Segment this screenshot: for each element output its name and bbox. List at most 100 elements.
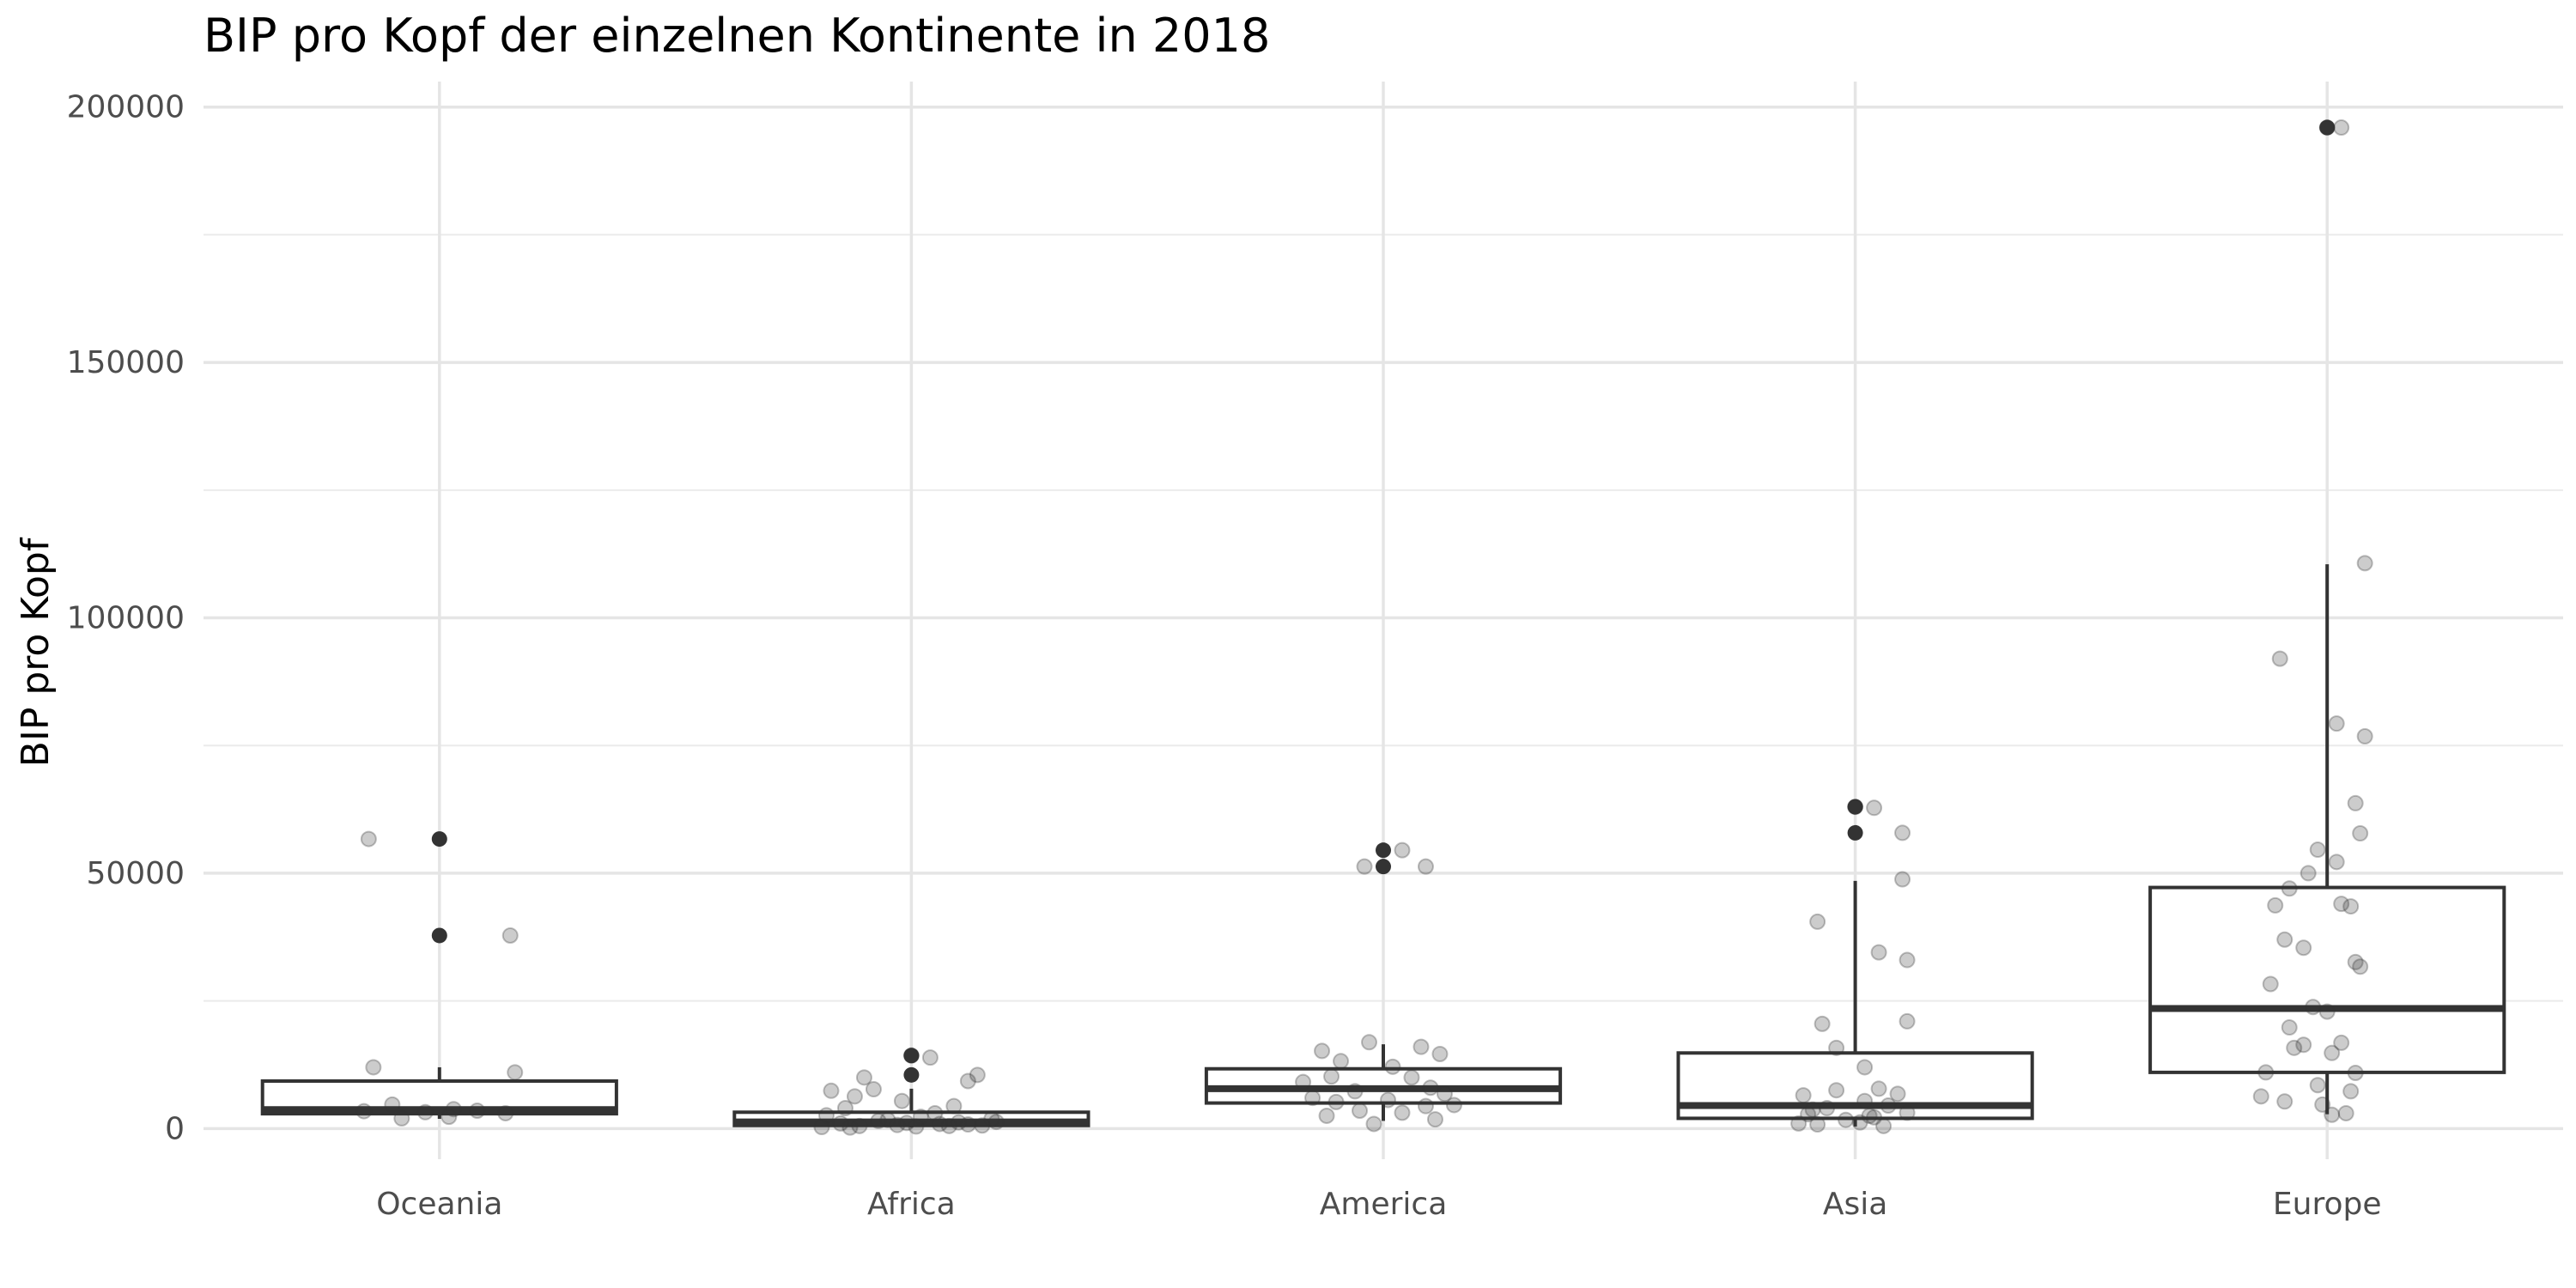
jitter-point: [950, 1114, 967, 1131]
chart-title: BIP pro Kopf der einzelnen Kontinente in…: [204, 9, 1270, 63]
y-tick-label: 200000: [67, 90, 185, 125]
jitter-point: [1318, 1107, 1335, 1124]
jitter-point: [2324, 1044, 2341, 1061]
jitter-point: [983, 1110, 1000, 1127]
jitter-point: [1394, 841, 1411, 859]
jitter-point: [855, 1069, 872, 1086]
jitter-point: [902, 1047, 920, 1064]
jitter-point: [2281, 1019, 2298, 1036]
jitter-point: [959, 1072, 976, 1090]
jitter-point: [1413, 1038, 1430, 1055]
jitter-point: [974, 1117, 991, 1134]
jitter-point: [846, 1088, 863, 1105]
jitter-point: [1384, 1058, 1401, 1075]
jitter-point: [1880, 1097, 1897, 1115]
jitter-point: [1361, 1034, 1378, 1051]
jitter-point: [823, 1082, 840, 1099]
jitter-point: [870, 1112, 887, 1129]
jitter-point: [1379, 1091, 1396, 1109]
jitter-point: [1295, 1073, 1312, 1091]
jitter-point: [2281, 880, 2298, 897]
y-tick-labels: 0 50000 100000 150000 200000: [67, 90, 185, 1147]
x-tick-labels: Oceania Africa America Asia Europe: [376, 1187, 2381, 1222]
jitter-point: [1304, 1090, 1321, 1107]
jitter-point: [927, 1104, 944, 1121]
jitter-point: [1894, 824, 1911, 841]
points: [355, 119, 2373, 1136]
jitter-point: [1333, 1053, 1350, 1070]
jitter-point: [501, 927, 519, 944]
jitter-point: [931, 1115, 948, 1133]
outlier-point: [431, 927, 447, 944]
jitter-point: [1838, 1111, 1855, 1128]
jitter-point: [1394, 1104, 1411, 1121]
jitter-point: [893, 1092, 910, 1109]
jitter-point: [1365, 1115, 1382, 1133]
jitter-point: [2314, 1096, 2331, 1113]
jitter-point: [2356, 555, 2373, 572]
y-tick-label: 0: [165, 1111, 185, 1146]
jitter-point: [2342, 1083, 2360, 1100]
outlier-point: [903, 1066, 920, 1083]
jitter-point: [959, 1116, 976, 1133]
jitter-point: [2295, 939, 2312, 957]
jitter-point: [1851, 1114, 1868, 1131]
outlier-point: [1847, 824, 1863, 841]
jitter-point: [1327, 1093, 1345, 1110]
outlier-point: [1376, 842, 1391, 859]
jitter-point: [1870, 1080, 1887, 1097]
jitter-point: [2318, 119, 2336, 137]
outlier-point: [1847, 799, 1863, 815]
jitter-point: [1861, 1107, 1878, 1124]
jitter-point: [2252, 1088, 2269, 1105]
jitter-point: [445, 1101, 462, 1118]
jitter-point: [889, 1116, 906, 1133]
jitter-point: [1828, 1039, 1845, 1056]
jitter-point: [945, 1097, 963, 1115]
jitter-point: [1866, 1109, 1883, 1126]
jitter-point: [1875, 1117, 1893, 1134]
jitter-point: [1352, 1102, 1369, 1119]
jitter-point: [393, 1109, 410, 1127]
jitter-point: [987, 1114, 1005, 1131]
jitter-point: [1403, 1069, 1420, 1086]
jitter-point: [1356, 858, 1373, 875]
jitter-point: [1417, 858, 1434, 875]
jitter-point: [1814, 1015, 1831, 1032]
jitter-point: [817, 1107, 835, 1124]
jitter-point: [1800, 1106, 1817, 1123]
jitter-point: [1436, 1085, 1453, 1103]
outlier-point: [903, 1048, 920, 1064]
jitter-point: [2328, 715, 2345, 732]
y-axis-title: BIP pro Kopf: [14, 537, 58, 767]
outlier-point: [1376, 859, 1391, 875]
jitter-point: [2267, 896, 2284, 914]
jitter-point: [2337, 1104, 2354, 1121]
jitter-point: [912, 1109, 929, 1126]
jitter-point: [2347, 794, 2364, 811]
jitter-point: [1426, 1111, 1443, 1128]
jitter-point: [940, 1117, 957, 1134]
jitter-point: [2309, 1077, 2326, 1094]
jitter-point: [2333, 119, 2350, 137]
y-tick-label: 50000: [86, 856, 185, 891]
jitter-point: [813, 1119, 830, 1136]
jitter-point: [1828, 1082, 1845, 1099]
jitter-point: [1431, 1045, 1449, 1062]
jitter-point: [1323, 1068, 1340, 1085]
jitter-point: [921, 1049, 939, 1066]
jitter-point: [1847, 799, 1864, 816]
jitter-point: [2333, 896, 2350, 913]
jitter-point: [1314, 1042, 1331, 1060]
jitter-point: [2356, 728, 2373, 745]
jitter-point: [2262, 975, 2279, 993]
jitter-point: [1445, 1097, 1462, 1114]
jitter-point: [497, 1104, 514, 1121]
jitter-point: [2286, 1039, 2303, 1056]
jitter-point: [908, 1118, 925, 1135]
jitter-point: [2352, 958, 2369, 975]
jitter-point: [2271, 650, 2288, 667]
x-tick-label: America: [1320, 1187, 1448, 1222]
jitter-point: [851, 1117, 868, 1134]
